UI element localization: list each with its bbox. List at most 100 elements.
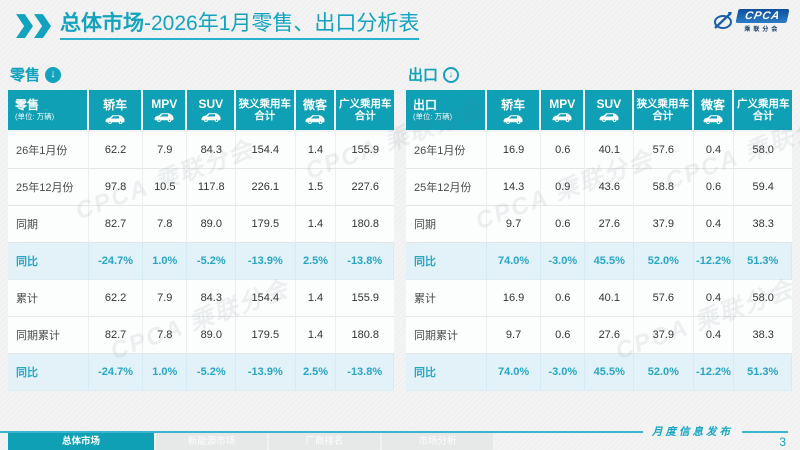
column-header: 广义乘用车 合计	[336, 90, 394, 132]
table-cell: 154.4	[236, 280, 296, 317]
table-cell: 0.9	[541, 169, 586, 206]
table-cell: -5.2%	[187, 243, 237, 280]
chevron-icon	[16, 14, 33, 39]
row-label: 累计	[8, 280, 90, 317]
retail-table: 零售 (单位: 万辆) 轿车 MPV SUV 狭义乘用车 合计 微客 广义乘用车 合计 26年1月…	[8, 90, 394, 391]
table-cell: 82.7	[89, 317, 144, 354]
table-cell: 0.6	[541, 317, 586, 354]
table-cell: 84.3	[187, 280, 237, 317]
page-title-rest: -2026年1月零售、出口分析表	[144, 12, 420, 35]
table-cell: 14.3	[487, 169, 542, 206]
table-cell: 0.6	[541, 132, 586, 169]
page-number: 3	[779, 435, 786, 449]
column-label: 合计	[752, 110, 774, 122]
table-cell: 38.3	[734, 206, 792, 243]
table-row: 同比 74.0% -3.0% 45.5% 52.0% -12.2% 51.3%	[406, 243, 792, 280]
table-cell: 58.0	[734, 280, 792, 317]
unit-label: (单位: 万辆)	[15, 112, 55, 122]
column-header: 狭义乘用车 合计	[634, 90, 694, 132]
table-cell: 227.6	[336, 169, 394, 206]
mpv-icon	[552, 113, 572, 123]
microvan-icon	[305, 114, 325, 124]
table-row: 同比 74.0% -3.0% 45.5% 52.0% -12.2% 51.3%	[406, 354, 792, 391]
table-row: 累计 16.9 0.6 40.1 57.6 0.4 58.0	[406, 280, 792, 317]
row-label: 同期累计	[406, 317, 488, 354]
mpv-icon	[154, 113, 174, 123]
table-cell: 180.8	[336, 206, 394, 243]
corner-label: 出口	[413, 97, 438, 112]
table-cell: 52.0%	[634, 243, 694, 280]
column-header: 轿车	[487, 90, 542, 132]
row-label: 26年1月份	[8, 132, 90, 169]
table-cell: 2.5%	[295, 243, 337, 280]
row-label: 同比	[406, 354, 488, 391]
column-label: SUV	[198, 97, 224, 111]
table-row: 同期 9.7 0.6 27.6 37.9 0.4 38.3	[406, 206, 792, 243]
bottom-tabs: 总体市场 新能源市场 厂商排名 市场分析	[8, 433, 493, 450]
column-label: 广义乘用车	[736, 97, 790, 110]
table-cell: -3.0%	[541, 354, 586, 391]
table-cell: -13.9%	[236, 243, 296, 280]
column-header: 微客	[295, 90, 337, 132]
column-label: 轿车	[103, 97, 128, 112]
table-row: 26年1月份 62.2 7.9 84.3 154.4 1.4 155.9	[8, 132, 394, 169]
table-cell: 62.2	[89, 132, 144, 169]
table-cell: 7.8	[143, 206, 188, 243]
corner-header-cell: 零售 (单位: 万辆)	[8, 90, 90, 132]
tab-市场分析[interactable]: 市场分析	[382, 433, 493, 450]
column-header: 广义乘用车 合计	[734, 90, 792, 132]
table-row: 累计 62.2 7.9 84.3 154.4 1.4 155.9	[8, 280, 394, 317]
row-label: 同期累计	[8, 317, 90, 354]
table-cell: 45.5%	[585, 354, 635, 391]
table-cell: 62.2	[89, 280, 144, 317]
retail-section-header: 零售 ↓	[10, 64, 394, 85]
sedan-icon	[105, 114, 125, 124]
table-cell: 97.8	[89, 169, 144, 206]
column-label: 轿车	[501, 97, 526, 112]
section-title: 出口	[408, 67, 439, 84]
cpca-logo: CPCA 乘联分会	[712, 9, 790, 33]
row-label: 同比	[8, 243, 90, 280]
tab-总体市场[interactable]: 总体市场	[8, 433, 154, 450]
table-row: 同期 82.7 7.8 89.0 179.5 1.4 180.8	[8, 206, 394, 243]
table-cell: 226.1	[236, 169, 296, 206]
table-cell: 0.6	[693, 169, 735, 206]
table-cell: -13.8%	[336, 243, 394, 280]
table-cell: -3.0%	[541, 243, 586, 280]
column-label: MPV	[151, 97, 178, 111]
table-row: 同期累计 9.7 0.6 27.6 37.9 0.4 38.3	[406, 317, 792, 354]
sedan-icon	[503, 114, 523, 124]
table-row: 同比 -24.7% 1.0% -5.2% -13.9% 2.5% -13.8%	[8, 354, 394, 391]
table-cell: 51.3%	[734, 243, 792, 280]
table-cell: 2.5%	[295, 354, 337, 391]
table-cell: 0.4	[693, 280, 735, 317]
table-cell: 0.6	[541, 206, 586, 243]
logo-text-block: CPCA 乘联分会	[735, 9, 790, 33]
chevron-icon	[34, 14, 51, 39]
column-label: 狭义乘用车	[636, 97, 690, 110]
table-cell: 37.9	[634, 206, 694, 243]
export-section-header: 出口 ↓	[408, 64, 792, 85]
column-header: SUV	[187, 90, 237, 132]
table-cell: 82.7	[89, 206, 144, 243]
table-cell: 180.8	[336, 317, 394, 354]
table-cell: 1.4	[295, 206, 337, 243]
tab-新能源市场[interactable]: 新能源市场	[156, 433, 267, 450]
row-label: 同比	[8, 354, 90, 391]
table-cell: 38.3	[734, 317, 792, 354]
column-label: 合计	[254, 110, 276, 122]
row-label: 同期	[406, 206, 488, 243]
table-cell: -5.2%	[187, 354, 237, 391]
suv-icon	[201, 113, 221, 123]
corner-header-cell: 出口 (单位: 万辆)	[406, 90, 488, 132]
table-cell: 43.6	[585, 169, 635, 206]
table-cell: 155.9	[336, 132, 394, 169]
table-cell: 9.7	[487, 206, 542, 243]
column-header: MPV	[541, 90, 586, 132]
table-cell: 10.5	[143, 169, 188, 206]
table-cell: 7.8	[143, 317, 188, 354]
tab-厂商排名[interactable]: 厂商排名	[269, 433, 380, 450]
table-cell: 59.4	[734, 169, 792, 206]
table-row: 26年1月份 16.9 0.6 40.1 57.6 0.4 58.0	[406, 132, 792, 169]
